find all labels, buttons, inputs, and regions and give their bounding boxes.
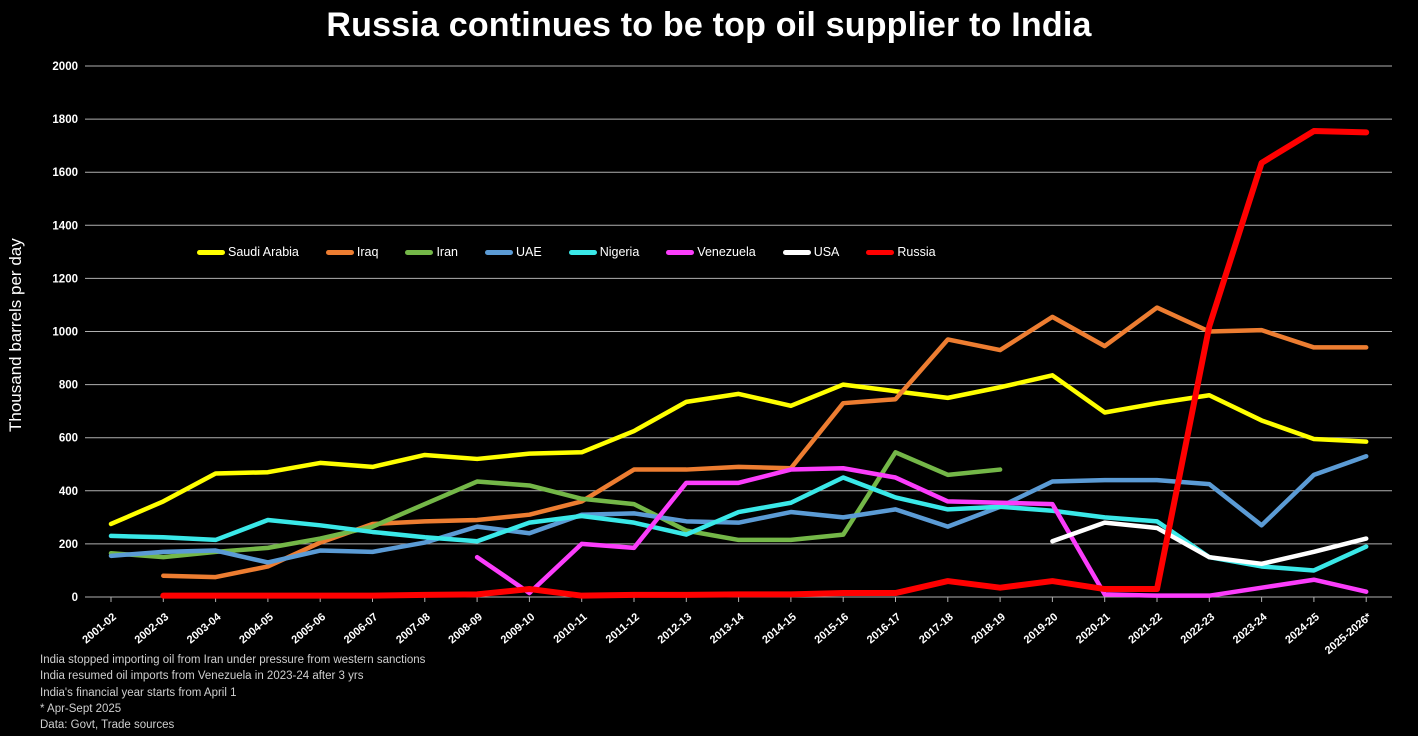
x-tick-label: 2015-16 xyxy=(812,611,851,646)
legend-item-saudi-arabia: Saudi Arabia xyxy=(197,245,299,259)
x-tick-label: 2018-19 xyxy=(969,611,1008,646)
series-line-usa xyxy=(1050,520,1369,567)
footnote-line: Data: Govt, Trade sources xyxy=(40,719,175,732)
x-tick-label: 2020-21 xyxy=(1074,611,1113,646)
y-tick-label: 600 xyxy=(59,433,78,445)
x-tick-label: 2019-20 xyxy=(1022,611,1061,646)
x-tick-label: 2024-25 xyxy=(1283,611,1322,646)
x-tick-label: 2006-07 xyxy=(342,611,381,646)
series-line-venezuela xyxy=(474,465,1369,598)
y-tick-label: 400 xyxy=(59,486,78,498)
x-tick-label: 2007-08 xyxy=(394,611,433,646)
x-tick-label: 2011-12 xyxy=(604,611,642,646)
chart-title: Russia continues to be top oil supplier … xyxy=(326,6,1092,44)
legend-swatch-saudi-arabia xyxy=(197,249,225,255)
x-tick-label: 2002-03 xyxy=(133,611,172,646)
x-tick-label: 2012-13 xyxy=(656,611,695,646)
y-tick-label: 2000 xyxy=(52,61,78,73)
x-tick-label: 2009-10 xyxy=(499,611,538,646)
legend: Saudi Arabia Iraq Iran UAE Nigeria Venezuela U… xyxy=(197,245,936,259)
legend-label: Iran xyxy=(436,245,458,259)
x-tick-label: 2003-04 xyxy=(185,611,224,647)
footnotes: India stopped importing oil from Iran un… xyxy=(40,652,425,733)
legend-swatch-nigeria xyxy=(568,249,597,255)
series-line-russia xyxy=(160,128,1370,599)
legend-label: Saudi Arabia xyxy=(228,245,299,259)
x-tick-label: 2004-05 xyxy=(237,611,276,646)
legend-label: Iraq xyxy=(356,245,379,259)
legend-item-iran: Iran xyxy=(405,245,458,259)
legend-label: Russia xyxy=(897,245,936,259)
footnote-line: * Apr-Sept 2025 xyxy=(40,702,122,715)
x-tick-label: 2016-17 xyxy=(865,611,904,646)
y-tick-label: 1200 xyxy=(52,273,78,285)
y-tick-label: 1600 xyxy=(52,167,78,179)
x-tick-label: 2021-22 xyxy=(1126,611,1165,646)
y-tick-label: 200 xyxy=(59,539,78,551)
y-tick-label: 1400 xyxy=(52,220,78,232)
legend-label: USA xyxy=(813,245,840,259)
y-tick-label: 1000 xyxy=(52,327,78,339)
x-tick-label: 2008-09 xyxy=(446,611,485,646)
y-tick-label: 800 xyxy=(59,380,78,392)
legend-item-usa: USA xyxy=(782,245,840,259)
legend-label: UAE xyxy=(515,245,542,259)
x-tick-label: 2017-18 xyxy=(917,611,956,646)
legend-swatch-venezuela xyxy=(666,249,695,255)
legend-item-nigeria: Nigeria xyxy=(568,245,640,259)
x-tick-label: 2023-24 xyxy=(1231,611,1270,647)
legend-swatch-russia xyxy=(866,249,895,255)
legend-swatch-iraq xyxy=(325,249,354,255)
x-tick-label: 2025-2026* xyxy=(1323,611,1375,657)
footnote-line: India's financial year starts from April… xyxy=(40,686,237,699)
legend-item-iraq: Iraq xyxy=(325,245,379,259)
x-tick-label: 2014-15 xyxy=(760,611,799,646)
y-axis-title: Thousand barrels per day xyxy=(6,238,25,432)
x-tick-label: 2005-06 xyxy=(289,611,328,646)
footnote-line: India stopped importing oil from Iran un… xyxy=(40,654,426,666)
legend-swatch-uae xyxy=(484,249,513,255)
legend-label: Nigeria xyxy=(599,245,640,259)
series-line-saudi-arabia xyxy=(108,373,1369,527)
legend-item-uae: UAE xyxy=(484,245,542,259)
legend-swatch-usa xyxy=(782,249,811,255)
legend-label: Venezuela xyxy=(697,245,756,259)
x-tick-label: 2001-02 xyxy=(80,611,119,646)
legend-swatch-iran xyxy=(405,249,434,255)
legend-item-russia: Russia xyxy=(866,245,936,259)
x-tick-label: 2010-11 xyxy=(551,611,589,646)
y-tick-label: 0 xyxy=(72,592,78,604)
x-tick-label: 2022-23 xyxy=(1179,611,1218,646)
series-line-uae xyxy=(108,454,1369,565)
series-line-nigeria xyxy=(108,475,1369,573)
x-tick-label: 2013-14 xyxy=(708,611,747,647)
footnote-line: India resumed oil imports from Venezuela… xyxy=(40,670,364,683)
legend-item-venezuela: Venezuela xyxy=(666,245,756,259)
series-line-iran xyxy=(108,450,1003,560)
y-tick-label: 1800 xyxy=(52,114,78,126)
